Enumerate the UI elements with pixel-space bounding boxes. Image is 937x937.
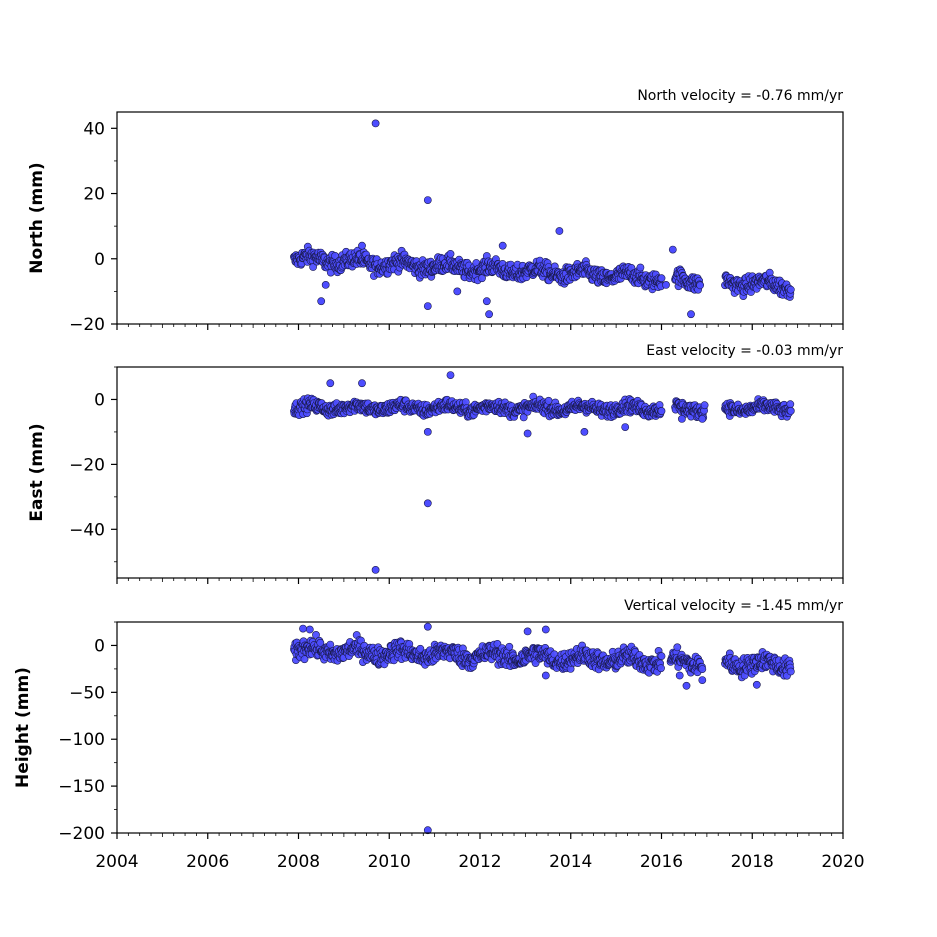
height-ylabel: Height (mm) <box>13 667 33 788</box>
data-point <box>786 285 795 294</box>
outlier-point <box>305 625 314 634</box>
y-tick-label: 0 <box>94 636 105 656</box>
outlier-point <box>682 681 691 690</box>
y-tick-label: −40 <box>69 520 105 540</box>
x-tick-label: 2006 <box>186 852 229 872</box>
outlier-point <box>621 423 630 431</box>
outlier-point <box>555 227 564 235</box>
data-point <box>786 667 795 676</box>
outlier-point <box>523 627 532 636</box>
outlier-point <box>423 302 432 310</box>
outlier-point <box>321 280 330 289</box>
outlier-point <box>299 624 307 633</box>
outlier-point <box>482 297 491 306</box>
y-tick-label: −100 <box>58 730 105 750</box>
data-point <box>505 642 514 651</box>
data-point <box>673 643 682 652</box>
outlier-point <box>423 622 432 631</box>
outlier-point <box>675 671 684 680</box>
outlier-point <box>668 245 677 254</box>
data-point <box>446 249 455 258</box>
outlier-point <box>326 379 335 388</box>
east-axes-frame <box>116 366 844 579</box>
data-point <box>544 396 553 405</box>
east-velocity-title: East velocity = -0.03 mm/yr <box>646 343 843 359</box>
y-tick-label: 0 <box>94 250 105 270</box>
outlier-point <box>580 427 589 436</box>
east-panel: −40 −20 0 East (mm) East velocity = -0.03 mm… <box>27 343 844 584</box>
y-tick-label: 0 <box>94 390 105 410</box>
data-point <box>657 664 665 673</box>
x-tick-label: 2016 <box>640 852 683 872</box>
outlier-point <box>541 625 550 634</box>
outlier-point <box>371 566 380 574</box>
outlier-point <box>687 310 695 319</box>
y-tick-label: −150 <box>58 777 105 797</box>
data-point <box>696 281 704 290</box>
data-point <box>657 652 666 660</box>
y-tick-label: −200 <box>58 824 105 844</box>
outlier-point <box>678 414 686 423</box>
data-point <box>636 263 645 272</box>
north-points <box>290 119 795 319</box>
height-points <box>290 622 795 835</box>
x-tick-label: 2020 <box>821 852 864 872</box>
outlier-point <box>541 671 550 680</box>
outlier-point <box>317 297 326 306</box>
y-tick-label: 20 <box>83 185 105 205</box>
outlier-point <box>423 196 432 204</box>
north-panel: −20 0 20 40 North (mm) North velocity = -0.76… <box>27 88 844 335</box>
y-tick-label: −20 <box>69 315 105 335</box>
outlier-point <box>485 310 493 319</box>
outlier-point <box>423 427 432 436</box>
data-point <box>700 401 709 410</box>
x-tick-label: 2018 <box>731 852 774 872</box>
data-point <box>786 406 795 415</box>
north-ylabel: North (mm) <box>27 162 47 273</box>
outlier-point <box>358 241 366 250</box>
outlier-point <box>371 119 380 128</box>
outlier-point <box>423 499 432 508</box>
outlier-point <box>523 429 532 438</box>
data-point <box>657 274 666 283</box>
data-point <box>309 263 317 271</box>
outlier-point <box>662 280 670 289</box>
x-tick-label: 2008 <box>277 852 320 872</box>
x-tick-label: 2012 <box>458 852 501 872</box>
east-points <box>290 371 795 574</box>
outlier-point <box>446 371 455 379</box>
x-tick-label: 2004 <box>95 852 138 872</box>
outlier-point <box>698 414 707 423</box>
height-velocity-title: Vertical velocity = -1.45 mm/yr <box>624 598 843 614</box>
outlier-point <box>498 241 507 250</box>
x-tick-label: 2010 <box>368 852 411 872</box>
height-panel: 2004 2006 2008 2010 2012 2014 2016 2018 2020 −200… <box>13 598 865 872</box>
east-ylabel: East (mm) <box>27 423 47 521</box>
data-point <box>657 407 666 415</box>
y-tick-label: −50 <box>69 683 105 703</box>
data-point <box>698 665 707 673</box>
data-point <box>786 400 795 409</box>
y-tick-label: −20 <box>69 455 105 475</box>
outlier-point <box>752 680 761 689</box>
outlier-point <box>358 379 366 388</box>
x-tick-label: 2014 <box>549 852 592 872</box>
north-velocity-title: North velocity = -0.76 mm/yr <box>637 88 843 104</box>
y-tick-label: 40 <box>83 119 105 139</box>
outlier-point <box>698 676 707 684</box>
outlier-point <box>453 287 462 296</box>
